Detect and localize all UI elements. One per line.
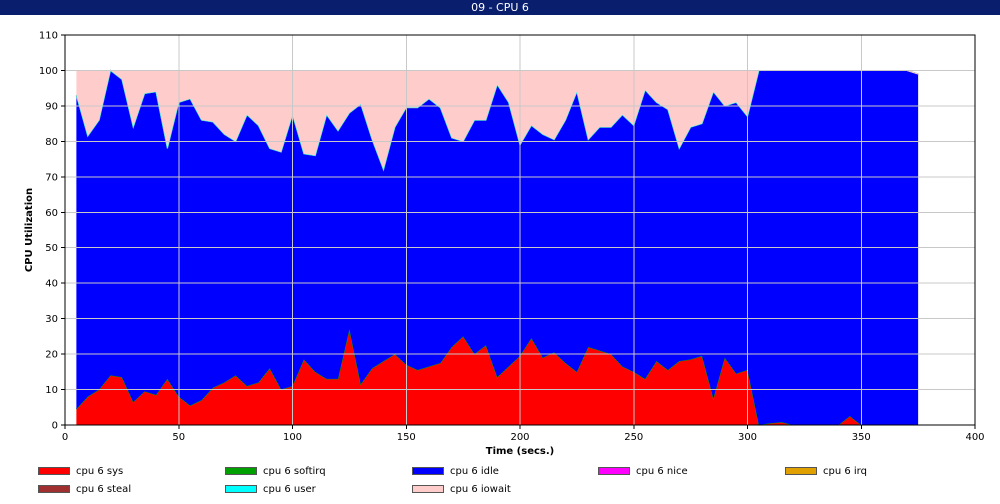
legend-label: cpu 6 idle <box>450 465 499 477</box>
legend-item: cpu 6 steal <box>38 483 131 495</box>
legend-swatch <box>38 467 70 475</box>
legend-swatch <box>412 485 444 493</box>
legend-item: cpu 6 user <box>225 483 316 495</box>
y-tick-label: 0 <box>52 421 58 432</box>
y-tick-label: 30 <box>45 314 58 325</box>
cpu-utilization-chart: 0 10 20 30 40 50 60 70 80 90 100 110 0 50 100 150 200 250… <box>24 31 985 458</box>
legend-label: cpu 6 user <box>263 483 316 495</box>
series-area-cpu-6-iowait <box>76 70 919 170</box>
x-tick-label: 250 <box>624 432 643 443</box>
window-title: 09 - CPU 6 <box>0 0 1000 15</box>
legend-swatch <box>785 467 817 475</box>
series-area-cpu-6-sys <box>76 329 919 425</box>
y-axis-title: CPU Utilization <box>24 188 35 272</box>
legend-swatch <box>412 467 444 475</box>
x-tick-label: 150 <box>397 432 416 443</box>
legend-label: cpu 6 softirq <box>263 465 326 477</box>
legend-label: cpu 6 iowait <box>450 483 511 495</box>
axes: 0 10 20 30 40 50 60 70 80 90 100 110 0 50 100 150 200 250… <box>39 31 985 444</box>
legend-item: cpu 6 iowait <box>412 483 511 495</box>
x-tick-label: 50 <box>172 432 185 443</box>
y-tick-label: 40 <box>45 279 58 290</box>
y-tick-label: 100 <box>39 66 58 77</box>
legend-label: cpu 6 nice <box>636 465 688 477</box>
x-tick-label: 400 <box>965 432 984 443</box>
y-tick-label: 60 <box>45 208 58 219</box>
legend-swatch <box>225 485 257 493</box>
legend-label: cpu 6 steal <box>76 483 132 495</box>
legend-swatch <box>225 467 257 475</box>
x-tick-label: 350 <box>852 432 871 443</box>
legend-swatch <box>598 467 630 475</box>
legend-item: cpu 6 softirq <box>225 465 326 477</box>
y-tick-label: 10 <box>45 385 58 396</box>
y-tick-label: 20 <box>45 350 58 361</box>
x-tick-label: 300 <box>738 432 757 443</box>
legend-label: cpu 6 sys <box>76 465 124 477</box>
y-tick-label: 80 <box>45 137 58 148</box>
legend-item: cpu 6 idle <box>412 465 499 477</box>
y-tick-label: 110 <box>39 31 58 42</box>
legend-item: cpu 6 irq <box>785 465 867 477</box>
legend-label: cpu 6 irq <box>823 465 867 477</box>
x-axis-title: Time (secs.) <box>486 446 555 457</box>
y-tick-label: 50 <box>45 243 58 254</box>
legend-item: cpu 6 sys <box>38 465 123 477</box>
x-tick-label: 100 <box>283 432 302 443</box>
chart-legend: cpu 6 sys cpu 6 softirq cpu 6 idle cpu 6 ni… <box>0 463 1000 504</box>
x-tick-label: 0 <box>62 432 68 443</box>
x-tick-label: 200 <box>510 432 529 443</box>
y-tick-label: 70 <box>45 172 58 183</box>
legend-item: cpu 6 nice <box>598 465 688 477</box>
legend-swatch <box>38 485 70 493</box>
y-tick-label: 90 <box>45 101 58 112</box>
gridlines <box>64 34 976 426</box>
